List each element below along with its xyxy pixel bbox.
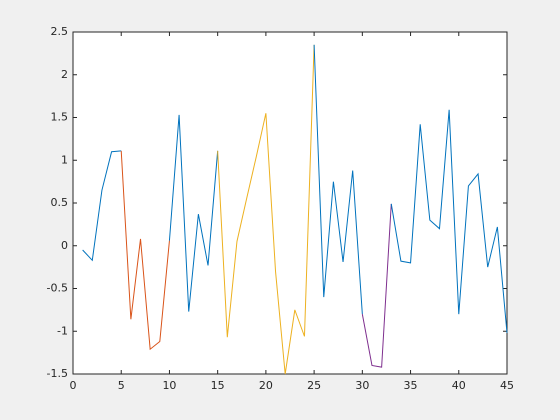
x-tick-label: 10 xyxy=(162,379,176,392)
line-series xyxy=(120,150,170,351)
line-series xyxy=(390,109,508,334)
line-series xyxy=(168,114,219,312)
y-tick-label: 0 xyxy=(61,239,68,252)
x-tick-label: 40 xyxy=(452,379,466,392)
y-tick-label: 2.5 xyxy=(51,25,69,38)
y-tick-label: -0.5 xyxy=(47,282,68,295)
line-series xyxy=(82,150,122,262)
x-tick-label: 15 xyxy=(211,379,225,392)
y-tick-label: -1.5 xyxy=(47,367,68,380)
line-series xyxy=(313,44,363,315)
x-tick-label: 25 xyxy=(307,379,321,392)
x-tick-label: 35 xyxy=(404,379,418,392)
y-tick-label: 0.5 xyxy=(51,196,69,209)
x-tick-label: 30 xyxy=(355,379,369,392)
y-tick-label: 2 xyxy=(61,68,68,81)
y-tick-label: -1 xyxy=(57,324,68,337)
x-tick-label: 20 xyxy=(259,379,273,392)
line-series xyxy=(361,203,392,368)
x-tick-label: 0 xyxy=(70,379,77,392)
line-series xyxy=(217,44,315,375)
x-tick-label: 45 xyxy=(500,379,514,392)
x-tick-label: 5 xyxy=(118,379,125,392)
y-tick-label: 1 xyxy=(61,153,68,166)
plot-area xyxy=(72,31,508,375)
y-tick-label: 1.5 xyxy=(51,111,69,124)
